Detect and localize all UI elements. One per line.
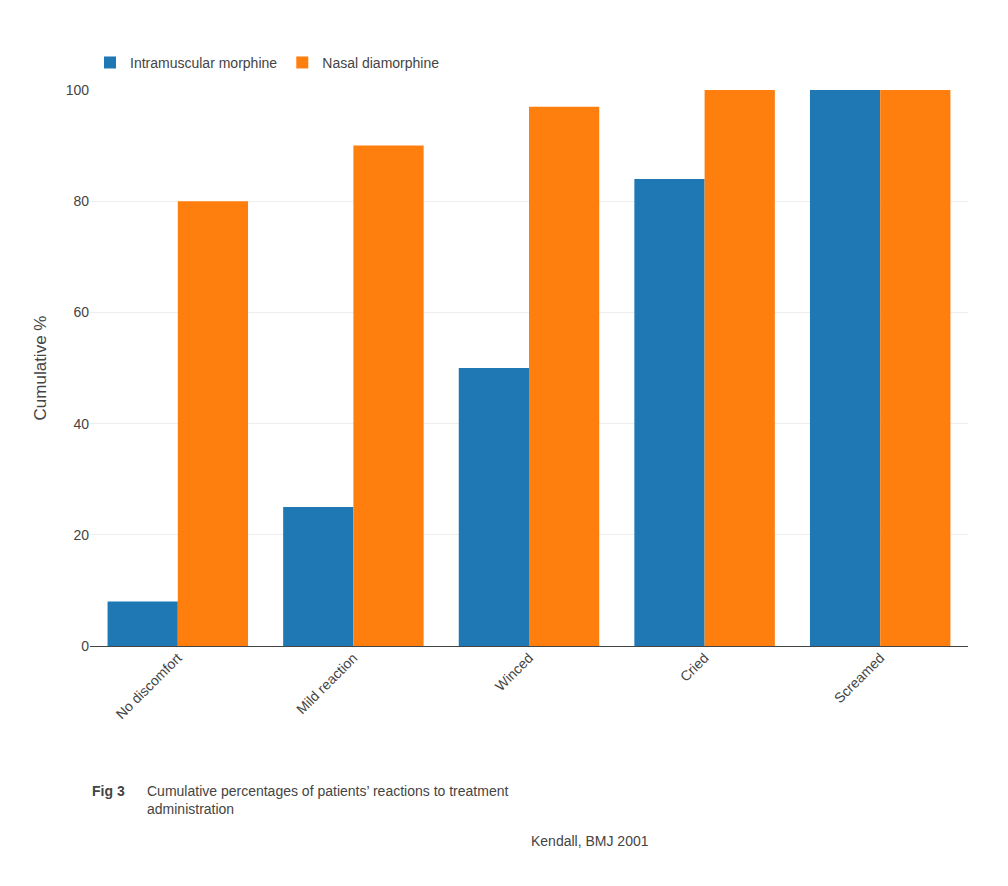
svg-text:Winced: Winced (492, 650, 536, 694)
svg-text:100: 100 (66, 82, 90, 98)
svg-text:Cumulative percentages of pati: Cumulative percentages of patients’ reac… (147, 783, 508, 817)
svg-text:80: 80 (73, 193, 89, 209)
svg-text:60: 60 (73, 304, 89, 320)
svg-text:Nasal diamorphine: Nasal diamorphine (322, 55, 439, 71)
svg-text:Cried: Cried (677, 650, 712, 685)
svg-text:Fig 3: Fig 3 (92, 783, 125, 799)
svg-text:No discomfort: No discomfort (112, 650, 184, 722)
svg-text:Intramuscular morphine: Intramuscular morphine (130, 55, 277, 71)
svg-text:40: 40 (73, 416, 89, 432)
svg-text:Kendall, BMJ 2001: Kendall, BMJ 2001 (531, 833, 649, 849)
svg-text:0: 0 (81, 638, 89, 654)
svg-text:Mild reaction: Mild reaction (293, 650, 360, 717)
svg-text:20: 20 (73, 527, 89, 543)
svg-text:Cumulative %: Cumulative % (31, 316, 50, 421)
svg-text:Screamed: Screamed (831, 650, 887, 706)
